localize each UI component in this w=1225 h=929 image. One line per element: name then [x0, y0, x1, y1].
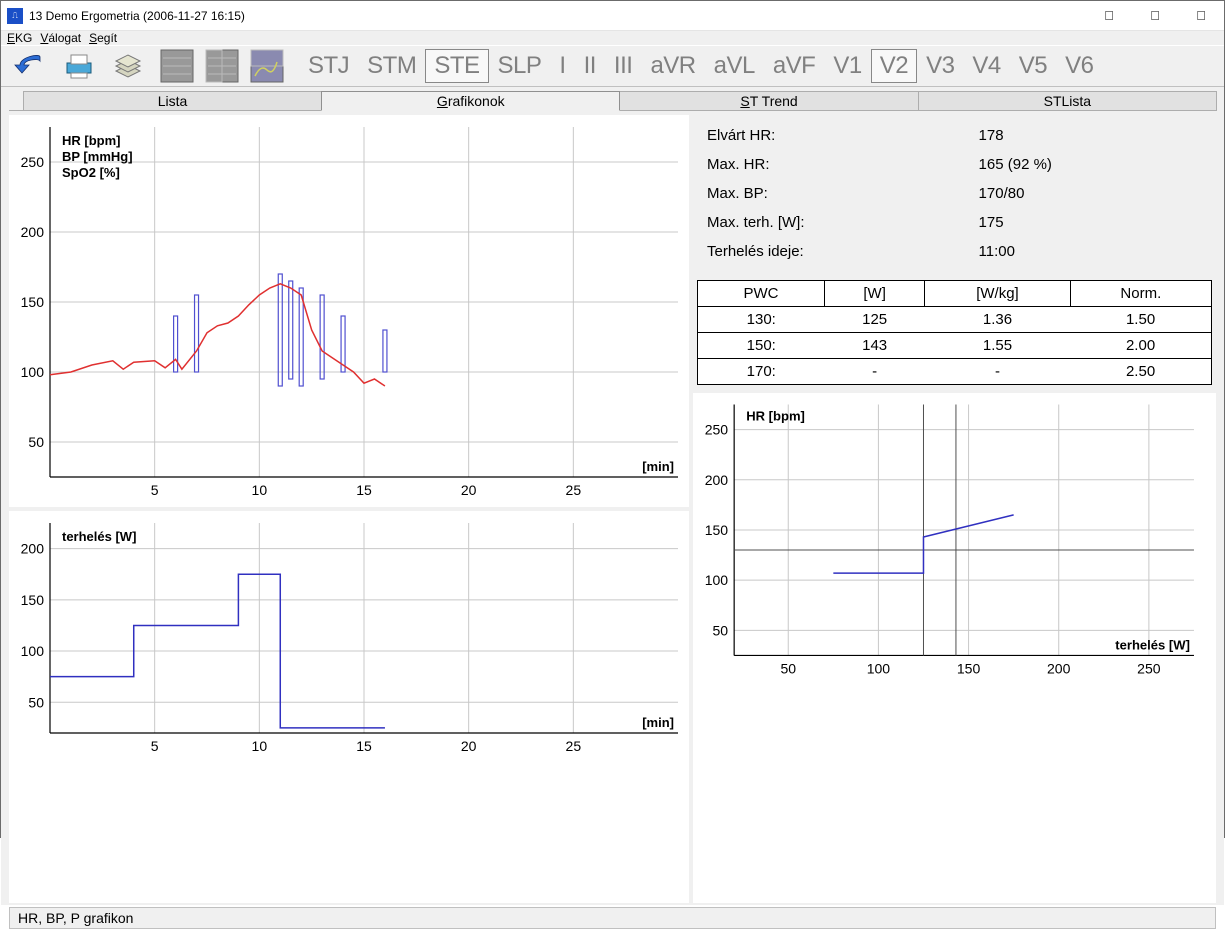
svg-text:200: 200	[705, 472, 729, 488]
view-tabs: ListaGrafikonokST TrendST Lista	[9, 91, 1216, 111]
title-bar: ⎍ 13 Demo Ergometria (2006-11-27 16:15) …	[1, 1, 1224, 31]
svg-text:15: 15	[356, 738, 372, 754]
svg-text:100: 100	[867, 661, 891, 677]
svg-text:250: 250	[1137, 661, 1161, 677]
view3-button[interactable]	[244, 46, 289, 86]
svg-text:50: 50	[713, 622, 729, 638]
svg-text:terhelés [W]: terhelés [W]	[62, 529, 136, 544]
chart-hr-load: 50 100 150 200 250 50 100 150 200 250 terhelés [W]…	[693, 393, 1216, 903]
svg-text:50: 50	[780, 661, 796, 677]
menu-ekg[interactable]: EKG	[7, 31, 32, 45]
lead-tab-ste[interactable]: STE	[425, 49, 488, 83]
lead-tab-i[interactable]: I	[550, 49, 574, 83]
svg-text:terhelés [W]: terhelés [W]	[1115, 637, 1190, 652]
svg-text:25: 25	[566, 738, 582, 754]
svg-text:BP [mmHg]: BP [mmHg]	[62, 149, 133, 164]
right-panel: Elvárt HR:178Max. HR:165 (92 %)Max. BP:1…	[693, 115, 1216, 903]
svg-text:200: 200	[1047, 661, 1071, 677]
lead-tab-avl[interactable]: aVL	[705, 49, 764, 83]
svg-text:50: 50	[28, 694, 44, 710]
svg-text:15: 15	[356, 482, 372, 498]
svg-text:HR [bpm]: HR [bpm]	[746, 409, 805, 424]
lead-tab-slp[interactable]: SLP	[489, 49, 551, 83]
summary-table: Elvárt HR:178Max. HR:165 (92 %)Max. BP:1…	[693, 115, 1216, 272]
svg-text:100: 100	[705, 572, 729, 588]
window-buttons:   	[1086, 1, 1224, 31]
app-window: ⎍ 13 Demo Ergometria (2006-11-27 16:15) …	[0, 0, 1225, 838]
lead-tab-stm[interactable]: STM	[358, 49, 425, 83]
window-title: 13 Demo Ergometria (2006-11-27 16:15)	[29, 9, 1086, 23]
svg-text:HR [bpm]: HR [bpm]	[62, 133, 121, 148]
lead-tab-avf[interactable]: aVF	[764, 49, 825, 83]
svg-text:200: 200	[21, 541, 45, 557]
lead-tab-v6[interactable]: V6	[1056, 49, 1102, 83]
svg-text:10: 10	[252, 738, 268, 754]
svg-text:50: 50	[28, 434, 44, 450]
svg-text:20: 20	[461, 738, 477, 754]
svg-text:150: 150	[21, 294, 45, 310]
menu-segít[interactable]: Segít	[89, 31, 117, 45]
view1-button[interactable]	[154, 46, 199, 86]
lead-tab-v2[interactable]: V2	[871, 49, 917, 83]
lead-tab-ii[interactable]: II	[575, 49, 605, 83]
view-tab-0[interactable]: Lista	[23, 91, 322, 111]
status-text: HR, BP, P grafikon	[18, 910, 133, 926]
svg-text:[min]: [min]	[642, 715, 674, 730]
pwc-table: PWC[W][W/kg]Norm.130:1251.361.50150:1431…	[697, 280, 1212, 385]
lead-tabs: STJSTMSTESLPIIIIIIaVRaVLaVFV1V2V3V4V5V6	[299, 49, 1103, 83]
status-bar: HR, BP, P grafikon	[9, 907, 1216, 929]
toolbar: STJSTMSTESLPIIIIIIaVRaVLaVFV1V2V3V4V5V6	[1, 45, 1224, 87]
close-button[interactable]: 	[1178, 1, 1224, 31]
lead-tab-stj[interactable]: STJ	[299, 49, 358, 83]
lead-tab-v5[interactable]: V5	[1010, 49, 1056, 83]
lead-tab-iii[interactable]: III	[605, 49, 642, 83]
svg-text:150: 150	[21, 592, 45, 608]
app-icon: ⎍	[7, 8, 23, 24]
svg-text:150: 150	[957, 661, 981, 677]
lead-tab-v1[interactable]: V1	[824, 49, 870, 83]
minimize-button[interactable]: 	[1086, 1, 1132, 31]
back-button[interactable]	[7, 46, 52, 86]
view-tab-3[interactable]: ST Lista	[918, 91, 1217, 111]
svg-text:25: 25	[566, 482, 582, 498]
svg-text:150: 150	[705, 522, 729, 538]
chart-load: 5 10 15 20 25 50 100 150 200 [min] terhelés [W]	[9, 511, 689, 903]
svg-text:20: 20	[461, 482, 477, 498]
print-button[interactable]	[56, 46, 101, 86]
svg-text:5: 5	[151, 482, 159, 498]
view2-button[interactable]	[199, 46, 244, 86]
svg-text:SpO2 [%]: SpO2 [%]	[62, 165, 120, 180]
svg-text:[min]: [min]	[642, 459, 674, 474]
lead-tab-v4[interactable]: V4	[963, 49, 1009, 83]
stack-button[interactable]	[105, 46, 150, 86]
maximize-button[interactable]: 	[1132, 1, 1178, 31]
content-area: ListaGrafikonokST TrendST Lista 5 10 15 20 2…	[1, 87, 1224, 905]
menu-bar: EKG Válogat Segít	[1, 31, 1224, 45]
menu-válogat[interactable]: Válogat	[40, 31, 81, 45]
svg-text:250: 250	[705, 422, 729, 438]
view-tab-1[interactable]: Grafikonok	[321, 91, 620, 111]
svg-text:250: 250	[21, 154, 45, 170]
lead-tab-v3[interactable]: V3	[917, 49, 963, 83]
svg-text:200: 200	[21, 224, 45, 240]
svg-text:10: 10	[252, 482, 268, 498]
svg-text:5: 5	[151, 738, 159, 754]
svg-text:100: 100	[21, 364, 45, 380]
chart-hr-bp: 5 10 15 20 25 50 100 150 200 250 [min] HR [bpm]BP […	[9, 115, 689, 507]
lead-tab-avr[interactable]: aVR	[641, 49, 704, 83]
view-tab-2[interactable]: ST Trend	[619, 91, 918, 111]
svg-text:100: 100	[21, 643, 45, 659]
